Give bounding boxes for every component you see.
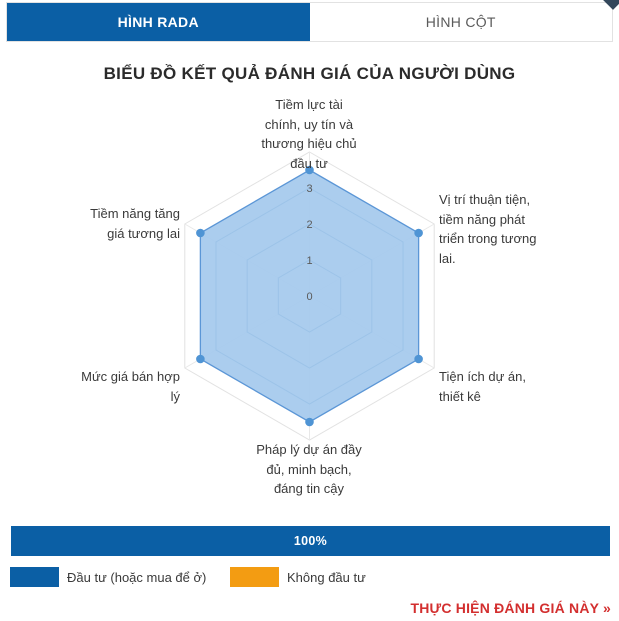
svg-text:3: 3 [306,183,312,195]
svg-text:1: 1 [306,255,312,267]
svg-text:2: 2 [306,219,312,231]
svg-text:0: 0 [306,291,312,303]
